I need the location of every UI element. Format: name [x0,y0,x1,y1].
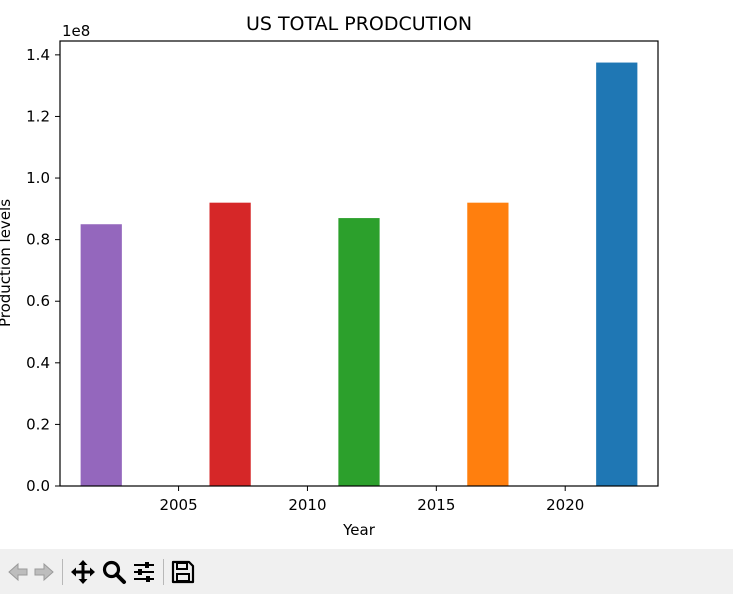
chart-title: US TOTAL PRODCUTION [246,13,472,35]
arrow-left-icon [8,562,28,581]
bar-2022 [596,62,638,486]
arrow-right-icon [34,562,54,581]
x-tick-label: 2020 [546,496,584,514]
y-tick-label: 0.0 [26,477,50,495]
floppy-disk-icon [171,560,195,583]
x-tick-label: 2005 [159,496,197,514]
configure-subplots-button[interactable] [129,557,159,587]
bar-2012 [338,218,380,487]
bar-2007 [209,202,251,486]
bar-chart: US TOTAL PRODCUTION 1e8 Year Production … [0,13,659,539]
figure: US TOTAL PRODCUTION 1e8 Year Production … [0,13,659,539]
magnifier-icon [102,560,126,584]
back-button[interactable] [6,557,30,587]
zoom-button[interactable] [99,557,129,587]
x-tick-label: 2015 [417,496,455,514]
y-tick-label: 0.4 [26,354,50,372]
y-tick-label: 1.2 [26,107,50,125]
y-axis-offset-label: 1e8 [62,22,90,40]
x-tick-label: 2010 [288,496,326,514]
axes-frame [59,40,659,487]
bar-2017 [467,202,509,486]
forward-button[interactable] [30,557,58,587]
toolbar-separator [163,558,164,585]
x-axis-label: Year [342,521,376,539]
y-tick-label: 0.6 [26,292,50,310]
move-icon [71,559,95,584]
y-tick-label: 1.4 [26,46,50,64]
navigation-toolbar [0,549,733,594]
pan-button[interactable] [67,557,99,587]
bar-2002 [80,224,122,486]
y-tick-label: 0.8 [26,231,50,249]
toolbar-separator [62,558,63,585]
sliders-icon [134,561,154,582]
y-tick-label: 1.0 [26,169,50,187]
y-axis-label: Production levels [0,199,14,327]
save-button[interactable] [168,557,198,587]
y-tick-label: 0.2 [26,415,50,433]
